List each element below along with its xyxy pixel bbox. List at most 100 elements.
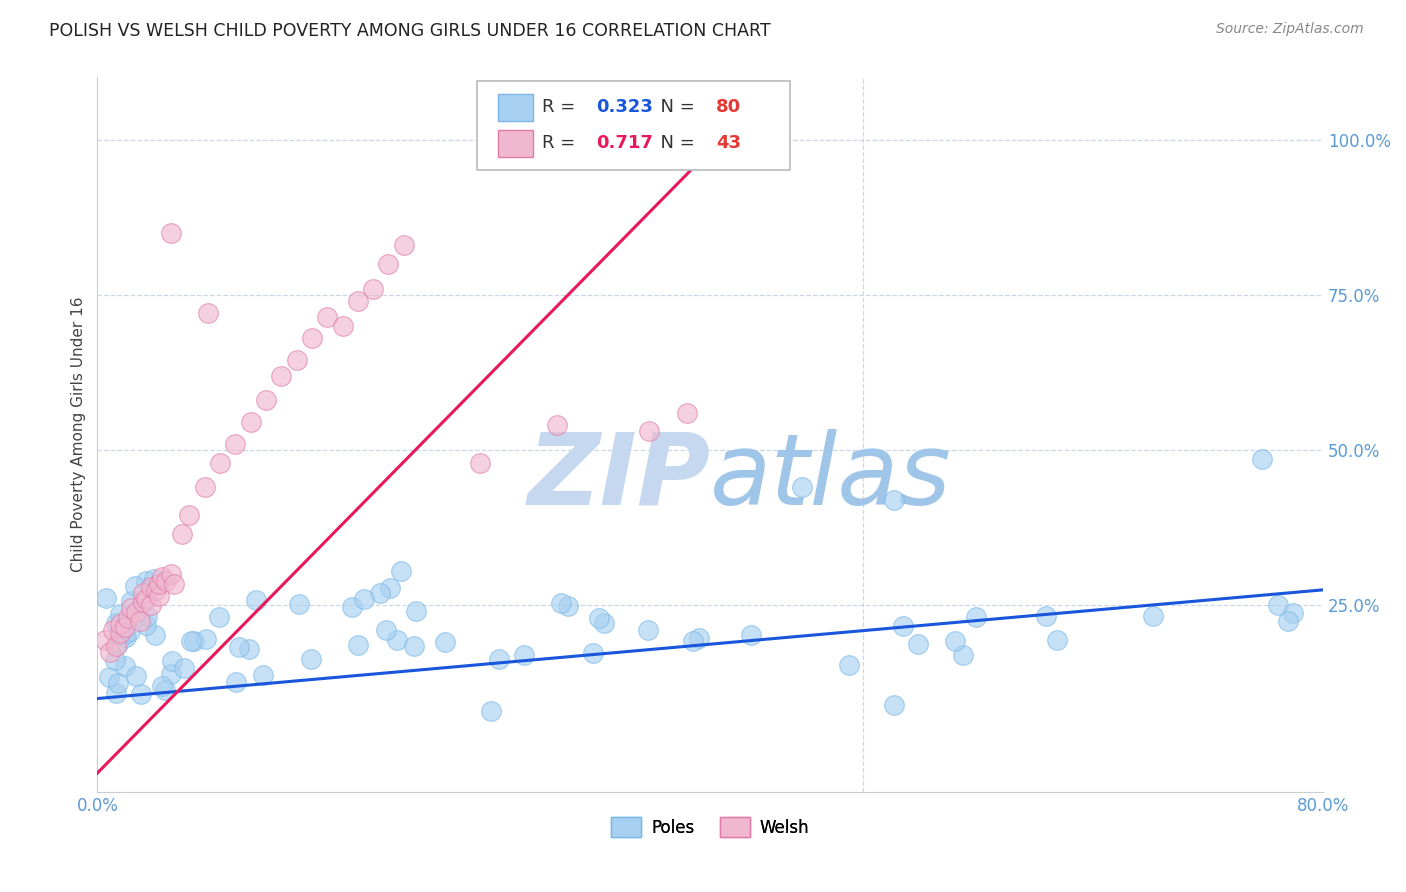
Point bbox=[208, 456, 231, 470]
Point bbox=[270, 368, 292, 383]
Point bbox=[254, 393, 277, 408]
Point bbox=[163, 576, 186, 591]
Point bbox=[224, 437, 246, 451]
Text: 43: 43 bbox=[717, 134, 741, 153]
Point bbox=[132, 595, 155, 609]
Legend: Poles, Welsh: Poles, Welsh bbox=[605, 811, 815, 844]
Point bbox=[1267, 598, 1289, 612]
Point bbox=[285, 353, 308, 368]
Point bbox=[145, 582, 167, 597]
Point bbox=[152, 680, 174, 694]
Point bbox=[135, 574, 157, 588]
Point bbox=[225, 675, 247, 690]
Point bbox=[1035, 608, 1057, 623]
Point bbox=[101, 624, 124, 638]
Point bbox=[481, 704, 503, 718]
Point bbox=[110, 617, 132, 632]
Point bbox=[98, 670, 121, 684]
Point bbox=[159, 666, 181, 681]
Point bbox=[180, 634, 202, 648]
Point bbox=[145, 627, 167, 641]
Text: 0.717: 0.717 bbox=[596, 134, 654, 153]
Point bbox=[104, 653, 127, 667]
Point bbox=[120, 624, 142, 638]
Point bbox=[374, 624, 396, 638]
Point bbox=[104, 639, 127, 653]
Point bbox=[139, 580, 162, 594]
Point bbox=[368, 586, 391, 600]
Point bbox=[155, 574, 177, 588]
Text: atlas: atlas bbox=[710, 429, 952, 526]
Point bbox=[114, 659, 136, 673]
Point bbox=[557, 599, 579, 613]
Text: N =: N = bbox=[650, 98, 700, 117]
Text: R =: R = bbox=[543, 98, 581, 117]
Point bbox=[139, 599, 162, 613]
Point bbox=[173, 661, 195, 675]
Point bbox=[301, 331, 323, 345]
Point bbox=[108, 607, 131, 621]
Point bbox=[582, 646, 605, 660]
Point bbox=[688, 631, 710, 645]
Text: ZIP: ZIP bbox=[527, 429, 710, 526]
Point bbox=[245, 592, 267, 607]
Point bbox=[238, 641, 260, 656]
Point bbox=[1277, 614, 1299, 628]
Point bbox=[588, 611, 610, 625]
Text: R =: R = bbox=[543, 134, 581, 153]
Point bbox=[1250, 452, 1272, 467]
Point bbox=[550, 596, 572, 610]
Point bbox=[676, 406, 699, 420]
Point bbox=[160, 226, 183, 240]
Point bbox=[353, 591, 375, 606]
Text: POLISH VS WELSH CHILD POVERTY AMONG GIRLS UNDER 16 CORRELATION CHART: POLISH VS WELSH CHILD POVERTY AMONG GIRL… bbox=[49, 22, 770, 40]
Point bbox=[546, 418, 568, 433]
Point bbox=[287, 597, 309, 611]
Point bbox=[197, 306, 219, 320]
Point bbox=[385, 632, 408, 647]
Point bbox=[94, 632, 117, 647]
Point bbox=[150, 570, 173, 584]
Text: 80: 80 bbox=[717, 98, 741, 117]
Point bbox=[638, 425, 661, 439]
Point bbox=[740, 628, 762, 642]
Point bbox=[195, 632, 218, 646]
Point bbox=[170, 527, 193, 541]
Point bbox=[194, 480, 217, 494]
Point bbox=[98, 645, 121, 659]
Point bbox=[124, 578, 146, 592]
Point bbox=[378, 581, 401, 595]
Point bbox=[107, 676, 129, 690]
Point bbox=[252, 668, 274, 682]
FancyBboxPatch shape bbox=[498, 129, 533, 157]
Point bbox=[228, 640, 250, 654]
Point bbox=[208, 610, 231, 624]
Point bbox=[148, 589, 170, 603]
Point bbox=[114, 627, 136, 641]
Text: Source: ZipAtlas.com: Source: ZipAtlas.com bbox=[1216, 22, 1364, 37]
Point bbox=[114, 620, 136, 634]
Point bbox=[792, 480, 814, 494]
Point bbox=[135, 618, 157, 632]
Point bbox=[965, 610, 987, 624]
Text: 0.323: 0.323 bbox=[596, 98, 654, 117]
Point bbox=[347, 293, 370, 308]
Point bbox=[332, 318, 354, 333]
Point bbox=[943, 634, 966, 648]
Point bbox=[891, 619, 914, 633]
Point bbox=[160, 654, 183, 668]
Point bbox=[361, 282, 384, 296]
Point bbox=[183, 634, 205, 648]
FancyBboxPatch shape bbox=[498, 94, 533, 121]
Point bbox=[142, 572, 165, 586]
Point bbox=[125, 668, 148, 682]
Point bbox=[132, 586, 155, 600]
Point bbox=[593, 616, 616, 631]
Point bbox=[96, 591, 118, 606]
Point bbox=[107, 637, 129, 651]
Point bbox=[402, 640, 425, 654]
Point bbox=[952, 648, 974, 662]
FancyBboxPatch shape bbox=[478, 81, 790, 170]
Point bbox=[1142, 609, 1164, 624]
Point bbox=[883, 492, 905, 507]
